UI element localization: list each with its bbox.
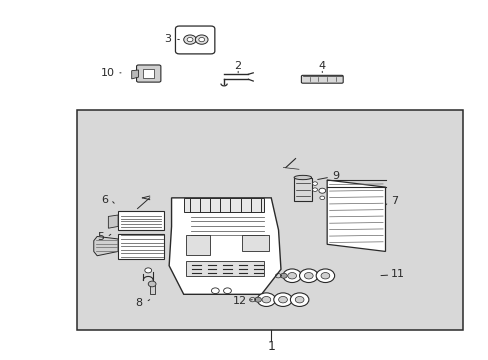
Text: 1: 1 — [267, 339, 275, 352]
Text: 11: 11 — [390, 269, 404, 279]
Circle shape — [304, 273, 312, 279]
Circle shape — [318, 188, 325, 193]
Text: 6: 6 — [101, 195, 108, 204]
Polygon shape — [108, 215, 118, 228]
Circle shape — [148, 281, 156, 287]
Circle shape — [262, 296, 270, 303]
Polygon shape — [169, 198, 281, 294]
Circle shape — [319, 196, 324, 200]
Text: 8: 8 — [135, 298, 142, 308]
Polygon shape — [131, 70, 138, 79]
Circle shape — [144, 268, 151, 273]
Circle shape — [321, 273, 329, 279]
Bar — [186, 235, 210, 255]
Polygon shape — [326, 180, 385, 251]
Circle shape — [223, 288, 231, 294]
Circle shape — [199, 37, 204, 42]
Bar — [183, 198, 264, 212]
Bar — [149, 285, 154, 294]
Circle shape — [187, 37, 193, 42]
Bar — [293, 178, 311, 202]
Circle shape — [295, 296, 304, 303]
Polygon shape — [94, 237, 118, 256]
Circle shape — [211, 288, 219, 294]
Circle shape — [316, 269, 334, 283]
Circle shape — [280, 273, 286, 278]
Circle shape — [299, 269, 317, 283]
Text: 7: 7 — [390, 197, 397, 206]
Bar — [118, 211, 164, 230]
FancyBboxPatch shape — [136, 65, 161, 82]
Text: 5: 5 — [98, 232, 104, 242]
Circle shape — [287, 273, 296, 279]
Text: 2: 2 — [234, 62, 241, 71]
Circle shape — [283, 269, 301, 283]
Ellipse shape — [293, 175, 311, 180]
Text: 9: 9 — [332, 171, 339, 181]
Circle shape — [183, 35, 196, 44]
Circle shape — [312, 182, 317, 185]
Circle shape — [195, 35, 207, 44]
Circle shape — [312, 188, 317, 192]
Circle shape — [278, 296, 287, 303]
Bar — [186, 261, 264, 276]
Circle shape — [254, 297, 261, 302]
Circle shape — [273, 293, 292, 306]
FancyBboxPatch shape — [175, 26, 214, 54]
Circle shape — [257, 293, 275, 306]
Bar — [143, 69, 154, 78]
Text: 3: 3 — [164, 34, 171, 44]
Bar — [77, 111, 462, 330]
Bar — [118, 234, 164, 258]
Text: 4: 4 — [318, 62, 325, 71]
Text: 12: 12 — [232, 296, 246, 306]
FancyBboxPatch shape — [301, 75, 343, 83]
Circle shape — [290, 293, 308, 306]
Text: 10: 10 — [100, 68, 114, 78]
Bar — [242, 235, 268, 251]
